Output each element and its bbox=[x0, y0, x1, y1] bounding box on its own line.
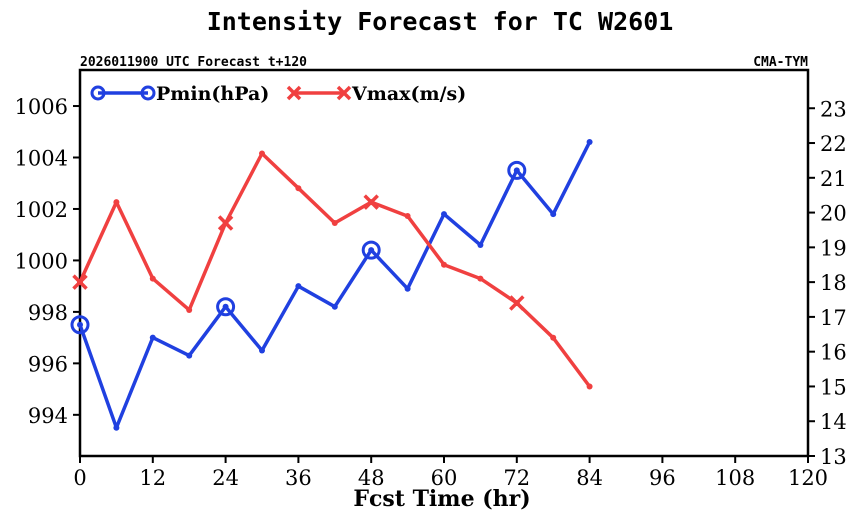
pmin-data-point bbox=[477, 241, 484, 248]
vmax-marker bbox=[509, 295, 525, 311]
vmax-marker bbox=[72, 274, 88, 290]
y-right-tick-label: 17 bbox=[820, 306, 847, 330]
y-axis-right: 13 14 15 16 17 18 19 20 21 22 23 bbox=[808, 97, 847, 469]
y-right-tick-label: 13 bbox=[820, 445, 847, 469]
pmin-data-point bbox=[368, 247, 375, 254]
x-tick-label: 24 bbox=[212, 466, 239, 490]
y-right-tick-label: 22 bbox=[820, 132, 847, 156]
vmax-marker bbox=[217, 215, 234, 231]
pmin-marker bbox=[216, 297, 236, 317]
x-tick-label: 84 bbox=[576, 466, 603, 490]
y-left-tick-label: 994 bbox=[28, 404, 68, 428]
vmax-data-point bbox=[113, 199, 120, 206]
pmin-data-point bbox=[113, 424, 120, 431]
pmin-data-point bbox=[513, 167, 520, 174]
x-axis-label: Fcst Time (hr) bbox=[353, 486, 530, 512]
legend-vmax-label: Vmax(m/s) bbox=[351, 83, 466, 105]
pmin-data-point bbox=[222, 303, 229, 310]
pmin-data-point bbox=[77, 321, 83, 328]
pmin-data-point bbox=[149, 334, 156, 341]
pmin-data-point bbox=[586, 139, 593, 146]
legend: Pmin(hPa) Vmax(m/s) bbox=[90, 83, 466, 105]
legend-vmax-marker-left bbox=[286, 85, 302, 101]
x-tick-label: 72 bbox=[503, 466, 530, 490]
y-left-tick-label: 996 bbox=[28, 352, 68, 376]
vmax-data-point bbox=[186, 306, 193, 313]
x-tick-label: 0 bbox=[73, 466, 86, 490]
pmin-series-line bbox=[78, 140, 592, 430]
y-right-tick-label: 18 bbox=[820, 271, 847, 295]
y-axis-left: 994 996 998 1000 1002 1004 1006 bbox=[15, 95, 80, 428]
vmax-data-point bbox=[149, 275, 156, 282]
y-left-tick-label: 1002 bbox=[15, 198, 68, 222]
vmax-data-point bbox=[331, 220, 338, 227]
vmax-data-point bbox=[477, 275, 484, 282]
series-layer bbox=[70, 139, 593, 431]
y-right-tick-label: 19 bbox=[820, 236, 847, 260]
legend-pmin-label: Pmin(hPa) bbox=[156, 83, 269, 105]
x-tick-label: 96 bbox=[649, 466, 676, 490]
vmax-marker bbox=[363, 194, 379, 210]
legend-pmin-marker-left bbox=[90, 85, 106, 101]
chart-title: Intensity Forecast for TC W2601 bbox=[207, 7, 674, 36]
pmin-data-point bbox=[404, 285, 411, 292]
vmax-data-point bbox=[441, 261, 447, 268]
x-tick-label: 48 bbox=[358, 466, 385, 490]
pmin-marker bbox=[70, 315, 90, 335]
legend-vmax-marker-right bbox=[336, 85, 352, 101]
x-tick-label: 108 bbox=[715, 466, 755, 490]
vmax-data-point bbox=[586, 383, 593, 390]
x-tick-label: 120 bbox=[788, 466, 828, 490]
chart-subtitle-left: 2026011900 UTC Forecast t+120 bbox=[80, 55, 307, 70]
y-left-tick-label: 998 bbox=[28, 301, 68, 325]
y-right-tick-label: 14 bbox=[820, 410, 847, 434]
pmin-data-point bbox=[331, 303, 338, 310]
x-tick-label: 60 bbox=[431, 466, 458, 490]
y-right-tick-label: 15 bbox=[820, 375, 847, 399]
vmax-data-point bbox=[259, 150, 265, 157]
x-tick-label: 12 bbox=[139, 466, 166, 490]
pmin-data-point bbox=[441, 211, 447, 218]
y-left-tick-label: 1000 bbox=[15, 249, 68, 273]
pmin-data-point bbox=[259, 347, 265, 354]
pmin-data-point bbox=[550, 211, 557, 218]
x-axis: 0 12 24 36 48 60 72 84 96 108 120 bbox=[73, 456, 828, 490]
y-left-tick-label: 1004 bbox=[15, 146, 68, 170]
legend-pmin-marker-right bbox=[140, 85, 156, 101]
vmax-data-point bbox=[295, 185, 302, 192]
vmax-series-line bbox=[78, 151, 592, 389]
chart-subtitle-right: CMA-TYM bbox=[753, 55, 808, 70]
pmin-data-point bbox=[295, 283, 302, 290]
pmin-data-point bbox=[186, 352, 193, 359]
y-right-tick-label: 20 bbox=[820, 202, 847, 226]
y-right-tick-label: 23 bbox=[820, 97, 847, 121]
y-right-tick-label: 21 bbox=[820, 167, 847, 191]
pmin-marker bbox=[361, 240, 381, 260]
pmin-marker bbox=[507, 160, 527, 180]
y-left-tick-label: 1006 bbox=[15, 95, 68, 119]
vmax-data-point bbox=[550, 334, 557, 341]
x-tick-label: 36 bbox=[285, 466, 312, 490]
vmax-data-point bbox=[404, 213, 411, 220]
y-right-tick-label: 16 bbox=[820, 341, 847, 365]
